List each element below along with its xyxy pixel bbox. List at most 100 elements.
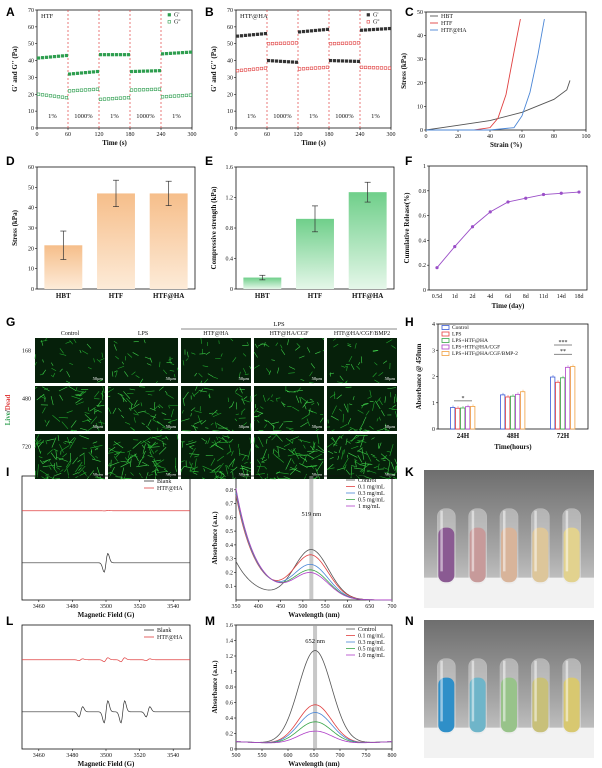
data-point — [176, 51, 181, 55]
data-point — [263, 66, 268, 70]
category-label: HBT — [255, 292, 270, 300]
cell-fiber — [81, 350, 89, 355]
x-tick-label: 8d — [523, 294, 529, 300]
cell-fiber — [288, 366, 296, 370]
cell-fiber — [184, 466, 194, 469]
cell-fiber — [168, 357, 173, 361]
data-point — [359, 65, 364, 69]
y-tick-label: 0 — [230, 287, 233, 293]
cell-fiber — [255, 473, 265, 476]
cell-fiber — [162, 427, 171, 430]
cell-fiber — [333, 343, 339, 348]
data-point — [98, 97, 103, 101]
scale-bar-label: 50μm — [166, 472, 177, 477]
legend-label: LPS+HTF@HA/CGF — [452, 345, 500, 351]
cell-fiber — [95, 422, 100, 432]
cell-fiber — [133, 399, 138, 406]
strain-segment-label: 1% — [309, 113, 318, 120]
cell-fiber — [357, 439, 367, 443]
cell-fiber — [350, 445, 359, 450]
data-point — [387, 66, 392, 70]
y-axis-title: Stress (kPa) — [400, 52, 408, 89]
cell-fiber — [363, 475, 372, 480]
cell-fiber — [151, 435, 162, 439]
cell-fiber — [203, 387, 214, 391]
data-point — [160, 52, 165, 56]
data-point — [282, 59, 287, 64]
micrograph-tile — [254, 338, 324, 383]
cell-fiber — [313, 477, 317, 480]
cell-fiber — [166, 393, 174, 399]
cell-fiber — [244, 373, 249, 376]
vial-highlight — [503, 510, 506, 572]
cell-fiber — [257, 412, 263, 417]
cell-fiber — [208, 393, 211, 399]
cell-fiber — [220, 471, 223, 480]
cell-fiber — [194, 455, 199, 458]
strain-segment-label: 1% — [247, 113, 256, 120]
data-point — [133, 88, 138, 92]
cell-fiber — [188, 446, 194, 450]
cell-fiber — [264, 466, 267, 470]
data-point — [363, 28, 368, 32]
legend-swatch — [441, 338, 450, 343]
cell-fiber — [44, 337, 47, 342]
data-point — [36, 56, 41, 60]
x-axis-title: Time (s) — [102, 139, 127, 147]
cell-fiber — [100, 392, 104, 397]
cell-fiber — [268, 370, 272, 375]
cell-fiber — [342, 457, 349, 468]
data-point — [286, 41, 291, 45]
cell-fiber — [230, 466, 238, 473]
panel-a-rheology-htf: 0 60 120 180 240 300 0 10 20 30 40 50 60 70 Time (s) G'… — [11, 8, 197, 147]
cell-fiber — [34, 387, 38, 389]
y-axis-title: Compressive strength (kPa) — [210, 186, 218, 270]
photo-table-surface — [424, 727, 594, 758]
category-label: 24H — [457, 432, 470, 440]
cell-fiber — [142, 461, 150, 467]
y-tick-label: 50 — [417, 10, 423, 16]
data-point — [110, 97, 115, 101]
cell-fiber — [130, 472, 134, 476]
category-label: HTF — [308, 292, 322, 300]
spectrum-line — [235, 549, 393, 601]
cell-fiber — [114, 451, 125, 453]
cell-fiber — [338, 446, 342, 454]
micrograph-tile — [327, 386, 397, 431]
cell-fiber — [296, 343, 301, 348]
cell-fiber — [153, 405, 158, 411]
cell-fiber — [349, 427, 356, 431]
cell-fiber — [260, 457, 265, 459]
micrograph-tile — [327, 338, 397, 383]
cell-fiber — [200, 337, 203, 344]
cell-fiber — [59, 353, 67, 356]
cell-fiber — [378, 399, 383, 406]
cell-fiber — [293, 448, 300, 460]
cell-fiber — [123, 477, 128, 480]
cell-fiber — [189, 462, 193, 472]
cell-fiber — [311, 453, 323, 460]
cell-fiber — [282, 403, 286, 406]
data-point — [278, 41, 283, 45]
cell-fiber — [93, 358, 95, 363]
cell-fiber — [340, 424, 348, 429]
cell-fiber — [161, 412, 167, 415]
cell-fiber — [345, 381, 347, 384]
cell-fiber — [371, 437, 375, 440]
cell-fiber — [276, 398, 278, 402]
cell-fiber — [121, 361, 124, 365]
x-tick-label: 0.5d — [432, 294, 443, 300]
data-point — [383, 66, 388, 70]
cell-fiber — [249, 461, 252, 464]
data-point — [309, 29, 314, 33]
cell-fiber — [369, 390, 372, 398]
panel-l-epr: 3460 3480 3500 3520 3540 Magnetic Field (G) Bl… — [21, 624, 191, 768]
scale-bar-label: 50μm — [312, 376, 323, 381]
panel-letter-i: I — [6, 465, 9, 479]
cell-fiber — [87, 425, 95, 432]
cell-fiber — [180, 418, 190, 422]
cell-fiber — [311, 402, 315, 406]
legend-marker — [167, 20, 171, 24]
cell-fiber — [243, 396, 248, 400]
